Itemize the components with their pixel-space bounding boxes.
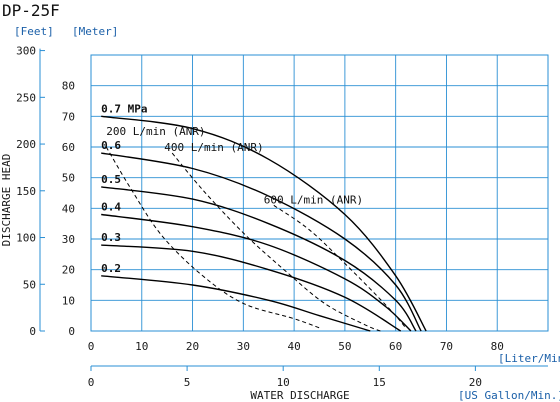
feet-tick-label: 0	[29, 325, 36, 338]
air-consumption-curve	[105, 146, 320, 329]
meter-tick-label: 40	[62, 202, 75, 215]
y-unit-feet: [Feet]	[14, 25, 54, 38]
pressure-curve-label: 0.6	[101, 139, 121, 152]
pressure-curve-label: 0.4	[101, 200, 121, 213]
pressure-curve-label: 0.2	[101, 262, 121, 275]
pressure-curve	[101, 244, 402, 332]
gallon-tick-label: 5	[184, 376, 191, 389]
liter-tick-label: 50	[338, 340, 351, 353]
liter-tick-label: 0	[88, 340, 95, 353]
air-consumption-label: 200 L/min (ANR)	[106, 125, 205, 138]
chart-title: DP-25F	[2, 1, 60, 20]
meter-tick-label: 20	[62, 264, 75, 277]
liter-tick-label: 60	[389, 340, 402, 353]
liter-tick-label: 80	[491, 340, 504, 353]
gallon-tick-label: 10	[277, 376, 290, 389]
air-consumption-curve	[273, 204, 407, 329]
x-axis-title: WATER DISCHARGE	[250, 389, 349, 402]
meter-tick-label: 70	[62, 110, 75, 123]
pressure-curve	[101, 275, 371, 332]
meter-tick-label: 30	[62, 233, 75, 246]
feet-tick-label: 100	[16, 232, 36, 245]
gallon-tick-label: 15	[373, 376, 386, 389]
feet-tick-label: 300	[16, 45, 36, 58]
liter-tick-label: 40	[287, 340, 300, 353]
pressure-curve-label: 0.7 MPa	[101, 102, 147, 115]
feet-tick-label: 200	[16, 138, 36, 151]
liter-tick-label: 20	[186, 340, 199, 353]
liter-tick-label: 70	[440, 340, 453, 353]
meter-tick-label: 50	[62, 172, 75, 185]
x-unit-liter: [Liter/Min.]	[498, 352, 560, 365]
liter-tick-label: 30	[237, 340, 250, 353]
pressure-curve-label: 0.3	[101, 231, 121, 244]
feet-tick-label: 50	[23, 278, 36, 291]
liter-tick-label: 10	[135, 340, 148, 353]
air-consumption-label: 600 L/min (ANR)	[264, 193, 363, 206]
feet-tick-label: 150	[16, 185, 36, 198]
air-consumption-label: 400 L/min (ANR)	[164, 141, 263, 154]
feet-tick-label: 250	[16, 91, 36, 104]
air-consumption-curve	[171, 152, 381, 332]
y-axis-title: DISCHARGE HEAD	[0, 154, 13, 247]
meter-tick-label: 0	[68, 325, 75, 338]
pressure-curve	[101, 152, 422, 332]
plot-frame	[90, 54, 549, 332]
x-unit-gallon: [US Gallon/Min.]	[458, 389, 560, 402]
pressure-curve	[101, 186, 417, 332]
meter-tick-label: 60	[62, 141, 75, 154]
gallon-tick-label: 20	[469, 376, 482, 389]
meter-tick-label: 80	[62, 80, 75, 93]
y-unit-meter: [Meter]	[72, 25, 118, 38]
pressure-curve-label: 0.5	[101, 173, 121, 186]
pressure-curve	[101, 213, 412, 332]
gallon-tick-label: 0	[88, 376, 95, 389]
pressure-curve	[101, 115, 427, 332]
meter-tick-label: 10	[62, 294, 75, 307]
